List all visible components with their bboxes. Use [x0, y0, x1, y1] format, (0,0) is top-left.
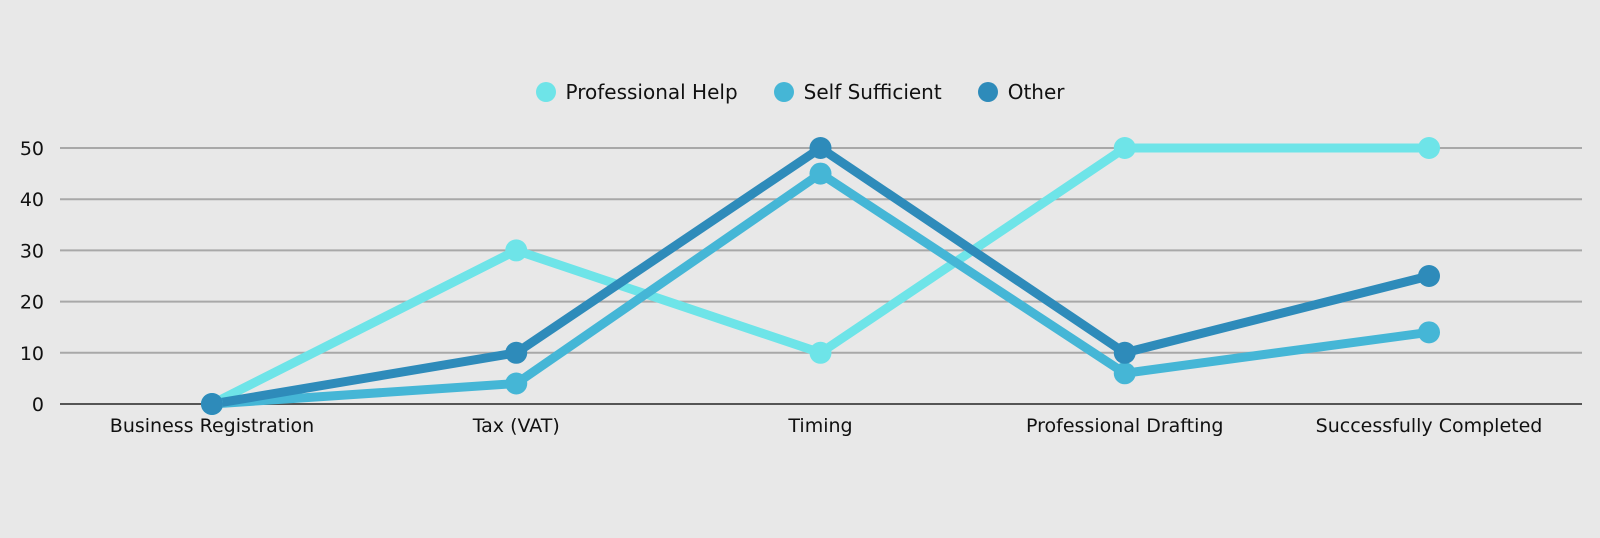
y-tick-label-20: 20 [20, 292, 44, 314]
series-1-point-4 [1418, 321, 1440, 344]
x-tick-label-2: Timing [787, 415, 852, 437]
y-tick-label-0: 0 [32, 394, 44, 416]
legend-item-professional-help: Professional Help [535, 80, 738, 104]
x-tick-label-0: Business Registration [110, 415, 314, 437]
legend-item-self-sufficient: Self Sufficient [773, 80, 942, 104]
series-0-point-4 [1418, 137, 1440, 159]
legend-label-self-sufficient: Self Sufficient [803, 80, 942, 104]
x-tick-label-4: Successfully Completed [1316, 415, 1543, 437]
series-2-point-2 [809, 137, 832, 159]
series-line-0 [207, 143, 1434, 409]
series-1-point-1 [505, 372, 528, 395]
series-1-point-3 [1113, 362, 1136, 385]
x-tick-label-1: Tax (VAT) [472, 415, 560, 437]
legend-label-other: Other [1007, 80, 1065, 104]
legend-item-other: Other [977, 80, 1065, 104]
series-2-point-1 [505, 341, 528, 364]
series-0-point-2 [809, 341, 832, 364]
legend-swatch-other [977, 82, 998, 102]
series-1-point-2 [809, 162, 832, 185]
series-0-point-3 [1113, 137, 1136, 159]
legend-swatch-professional-help [535, 82, 556, 102]
series-2-point-0 [201, 393, 223, 415]
series-2-point-3 [1113, 341, 1136, 364]
series-line-2 [207, 142, 1434, 409]
series-2-point-4 [1418, 265, 1440, 287]
x-tick-label-3: Professional Drafting [1026, 415, 1224, 437]
series-0-point-1 [505, 239, 528, 262]
y-tick-label-50: 50 [20, 138, 44, 160]
legend-swatch-self-sufficient [773, 82, 794, 102]
legend: Professional Help Self Sufficient Other [0, 80, 1600, 104]
y-tick-label-30: 30 [20, 240, 44, 262]
y-tick-label-10: 10 [20, 343, 44, 365]
legend-label-professional-help: Professional Help [565, 80, 738, 104]
y-tick-label-40: 40 [20, 189, 44, 211]
